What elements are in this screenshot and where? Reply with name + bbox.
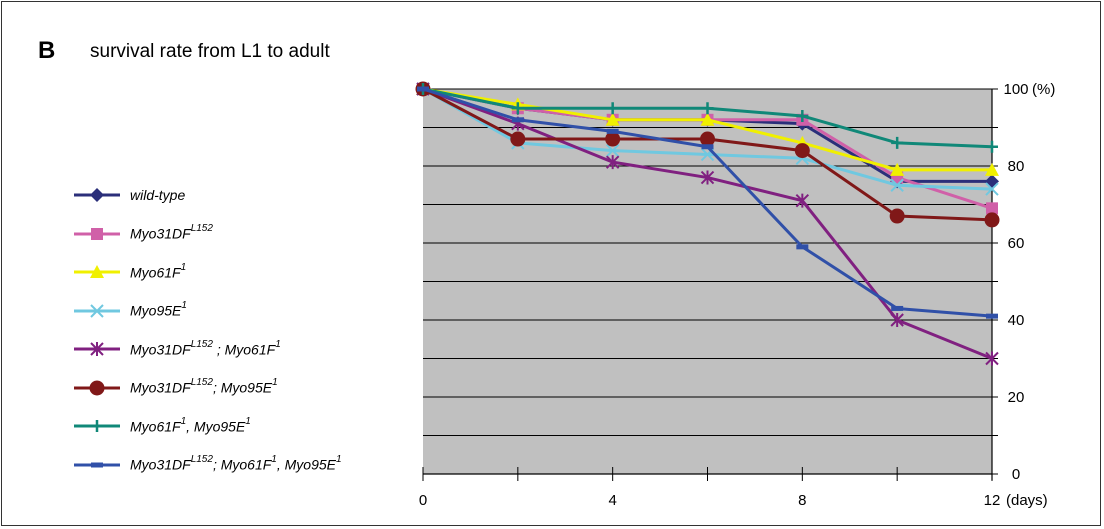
legend-label: Myo31DFL152; Myo61F1, Myo95E1 bbox=[130, 454, 342, 474]
legend-swatch bbox=[74, 420, 120, 433]
legend-swatch bbox=[74, 188, 120, 203]
data-point bbox=[701, 102, 714, 115]
data-point bbox=[984, 212, 1000, 228]
legend-swatch-marker bbox=[89, 380, 105, 396]
data-point bbox=[510, 131, 526, 147]
data-point bbox=[889, 208, 905, 224]
data-point bbox=[605, 112, 620, 126]
legend-label: Myo31DFL152 bbox=[130, 223, 213, 243]
data-point bbox=[796, 109, 809, 122]
data-point bbox=[606, 102, 619, 115]
legend-label: Myo61F1, Myo95E1 bbox=[130, 415, 251, 435]
legend-label: Myo31DFL152 ; Myo61F1 bbox=[130, 338, 281, 358]
series-myo61f-1-myo95e-1 bbox=[417, 83, 998, 153]
y-tick-label: 60 bbox=[1008, 235, 1025, 252]
legend-swatch bbox=[74, 342, 120, 357]
x-tick-label: 12 bbox=[984, 492, 1001, 509]
x-tick-label: 0 bbox=[419, 492, 427, 509]
data-point bbox=[511, 102, 524, 115]
data-point bbox=[985, 351, 999, 366]
legend-swatch-marker bbox=[91, 227, 103, 240]
data-point bbox=[891, 305, 904, 311]
y-tick-label: 0 bbox=[1012, 466, 1020, 483]
data-point bbox=[796, 244, 809, 250]
y-tick-label: 20 bbox=[1008, 389, 1025, 406]
data-point bbox=[890, 162, 905, 176]
legend-swatch bbox=[74, 227, 120, 240]
data-point bbox=[986, 202, 998, 215]
data-point bbox=[890, 178, 904, 192]
data-point bbox=[511, 117, 524, 123]
chart-title: survival rate from L1 to adult bbox=[90, 41, 330, 62]
data-point bbox=[700, 170, 715, 185]
series-myo31df-l152-myo61f-1 bbox=[416, 82, 999, 366]
legend-label: Myo31DFL152; Myo95E1 bbox=[130, 377, 278, 397]
x-tick-label: 8 bbox=[798, 492, 806, 509]
legend-item: Myo31DFL152 ; Myo61F1 bbox=[72, 330, 342, 369]
series-myo31df-l152-myo95e-1 bbox=[415, 81, 1000, 228]
legend-item: wild-type bbox=[72, 176, 342, 215]
panel-letter: B bbox=[38, 37, 56, 64]
legend-swatch-marker bbox=[91, 462, 103, 468]
data-point bbox=[605, 155, 620, 170]
data-point bbox=[794, 143, 810, 159]
data-point bbox=[795, 193, 810, 208]
legend-swatch bbox=[74, 380, 120, 396]
y-tick-label: 100 bbox=[1003, 81, 1028, 98]
legend-item: Myo95E1 bbox=[72, 292, 342, 331]
legend-swatch bbox=[74, 462, 120, 468]
legend-swatch-marker bbox=[90, 188, 104, 203]
legend-swatch-marker bbox=[90, 342, 104, 357]
legend-label: Myo61F1 bbox=[130, 261, 187, 281]
legend: wild-type Myo31DFL152 Myo61F1 Myo95E1 Myo31D… bbox=[72, 176, 342, 484]
legend-item: Myo31DFL152; Myo95E1 bbox=[72, 369, 342, 408]
data-point bbox=[417, 86, 429, 92]
y-tick-label: 40 bbox=[1008, 312, 1025, 329]
data-point bbox=[606, 128, 619, 134]
x-tick-label: 4 bbox=[608, 492, 616, 509]
legend-label: wild-type bbox=[130, 187, 186, 204]
data-point bbox=[700, 131, 715, 147]
legend-item: Myo31DFL152; Myo61F1, Myo95E1 bbox=[72, 446, 342, 485]
data-point bbox=[986, 140, 998, 153]
data-point bbox=[985, 162, 999, 176]
legend-swatch bbox=[74, 304, 120, 318]
data-point bbox=[605, 143, 620, 158]
data-point bbox=[605, 131, 621, 147]
data-point bbox=[701, 144, 714, 150]
data-point bbox=[986, 313, 998, 319]
legend-item: Myo61F1 bbox=[72, 253, 342, 292]
data-point bbox=[890, 313, 904, 327]
data-point bbox=[700, 112, 715, 126]
data-point bbox=[985, 182, 999, 196]
legend-item: Myo61F1, Myo95E1 bbox=[72, 407, 342, 446]
x-unit-label: (days) bbox=[1006, 492, 1048, 509]
legend-swatch-marker bbox=[90, 265, 104, 279]
legend-item: Myo31DFL152 bbox=[72, 215, 342, 254]
y-unit-label: (%) bbox=[1032, 81, 1055, 98]
series-myo31df-l152-myo61f-1-myo95e-1 bbox=[417, 86, 998, 319]
legend-label: Myo95E1 bbox=[130, 300, 187, 320]
legend-swatch bbox=[74, 265, 120, 279]
y-tick-label: 80 bbox=[1008, 158, 1025, 175]
legend-swatch-marker bbox=[90, 304, 104, 318]
data-point bbox=[891, 136, 904, 149]
legend-swatch-marker bbox=[91, 420, 103, 433]
